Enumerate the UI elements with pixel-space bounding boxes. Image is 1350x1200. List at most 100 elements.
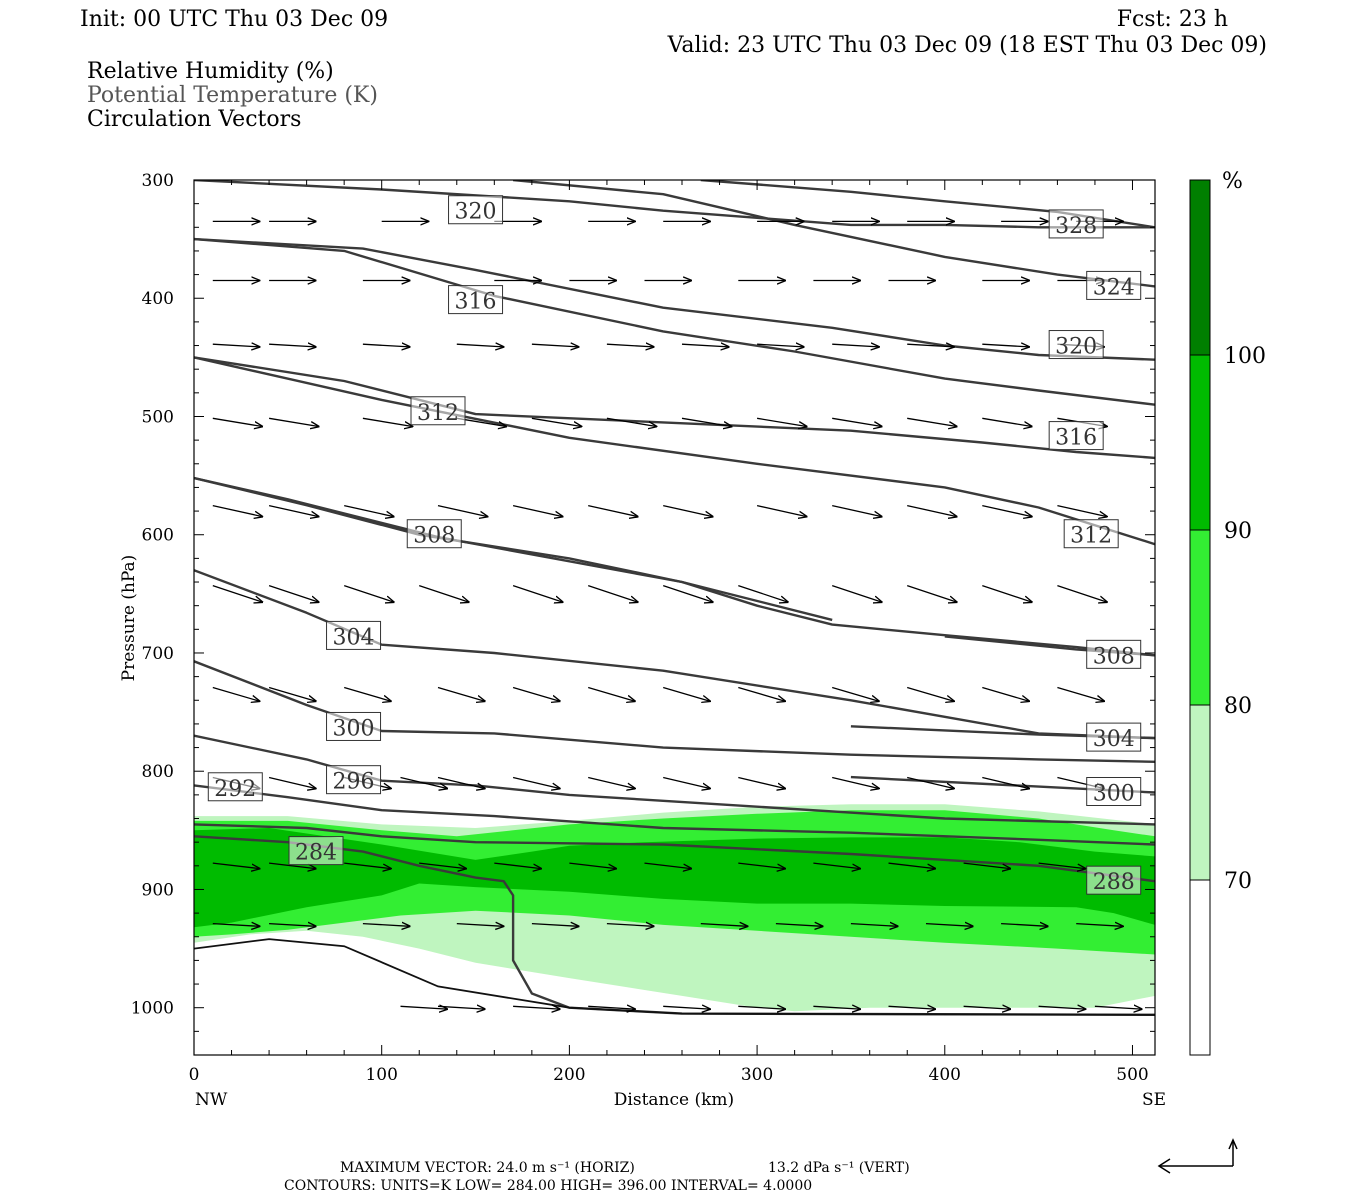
circulation-vector [832,776,879,789]
circulation-vector [437,1006,485,1009]
contour-label-300: 300 [1093,782,1135,807]
circulation-vector [1076,924,1123,927]
contour-label-box [410,396,466,426]
circulation-vector [212,584,262,603]
contour-label-box [1086,722,1142,752]
contour-label-304: 304 [1093,727,1135,752]
theta-contour-304 [194,569,1155,740]
y-tick-label: 900 [142,880,174,900]
contour-label-box [1086,639,1142,669]
circulation-vector [738,584,788,603]
colorbar-segment [1190,355,1210,530]
theta-contour-layer [194,180,1155,1016]
circulation-vector [512,584,563,603]
circulation-vector [1038,1006,1086,1009]
contour-label-box [207,772,263,802]
circulation-vector [268,417,319,426]
contour-label-box [1086,270,1142,300]
circulation-vector [775,924,823,927]
circulation-vector [907,504,957,517]
x-tick-label: 400 [929,1065,961,1085]
circulation-vector [738,862,785,869]
contour-label-layer: 320 328 324 316 320 312 316 308 312 304 308 300 304 2… [207,195,1142,895]
plot-frame [193,179,1156,1056]
circulation-vector [813,862,860,869]
circulation-vector [268,584,319,603]
colorbar: 70 80 90 100 [1189,179,1266,1056]
theta-contour-316 [194,237,1155,406]
circulation-vector [907,417,957,426]
circulation-vector [963,862,1011,869]
circulation-vector [888,1006,936,1009]
circulation-vector [400,1006,448,1009]
contour-label-box [448,285,504,315]
theta-contour-316 [194,356,1155,460]
contour-label-box [326,620,382,650]
circulation-vector [982,776,1029,789]
circulation-vector [494,862,541,869]
contour-label-328: 328 [1055,214,1097,239]
circulation-vector [606,344,654,347]
circulation-vector [1057,584,1107,603]
circulation-vector [212,344,260,347]
circulation-vector [1057,686,1104,702]
contour-label-box [1086,777,1142,806]
circulation-vector [362,417,413,426]
circulation-vector [832,504,882,517]
terrain-line [194,938,1155,1016]
y-axis-title: Pressure (hPa) [119,555,139,682]
contour-label-308: 308 [413,524,455,549]
circulation-vector [813,1006,860,1009]
circulation-vector [907,344,954,347]
circulation-vector [644,862,692,869]
circulation-vector [663,504,713,517]
circulation-vector [1038,862,1086,869]
theta-contour-300 [194,660,1155,763]
rh-fill-90 [194,828,1155,928]
circulation-vector [531,417,582,426]
circulation-vector [269,924,316,927]
max-vector-vert-info: 13.2 dPa s⁻¹ (VERT) [768,1160,910,1176]
x-tick-label: 300 [741,1065,773,1085]
circulation-vector [963,1006,1011,1009]
colorbar-label: 70 [1224,869,1252,894]
contours-info: CONTOURS: UNITS=K LOW= 284.00 HIGH= 396.… [284,1178,812,1194]
contour-label-312: 312 [417,401,459,426]
circulation-vector [756,417,807,426]
contour-label-300: 300 [333,716,375,741]
contour-label-box [326,765,382,795]
colorbar-segment [1190,705,1210,880]
y-tick-label: 1000 [131,999,174,1019]
theta-contour-308 [194,476,1155,657]
circulation-vector [588,776,635,789]
circulation-vector [738,1006,785,1009]
contour-label-box [326,711,382,741]
circulation-vector [512,776,560,789]
circulation-vector [756,504,807,517]
circulation-vector [982,344,1029,347]
circulation-vector [982,686,1029,702]
theta-contour-320 [194,237,1155,361]
circulation-vector [832,344,879,347]
circulation-vector [606,417,657,426]
contour-label-304: 304 [333,625,375,650]
x-tick-label: 0 [189,1065,200,1085]
x-tick-label: 500 [1116,1065,1148,1085]
circulation-vector [1094,1006,1142,1009]
circulation-vector [832,686,879,702]
init-time: Init: 00 UTC Thu 03 Dec 09 [80,7,388,32]
circulation-vector [269,344,316,347]
colorbar-segment [1190,180,1210,355]
rh-fill-layer [194,804,1155,1012]
circulation-vector [362,344,410,347]
circulation-vector [982,504,1032,517]
theta-contour-324 [512,180,1155,288]
circulation-vector [738,686,785,702]
x-end-label-left: NW [195,1090,228,1110]
theta-contour-312 [194,356,1155,546]
circulation-vector [569,862,616,869]
circulation-vector [587,584,638,603]
circulation-vector [343,584,394,603]
legend-rh: Relative Humidity (%) [87,59,334,84]
x-axis-title: Distance (km) [614,1090,734,1110]
